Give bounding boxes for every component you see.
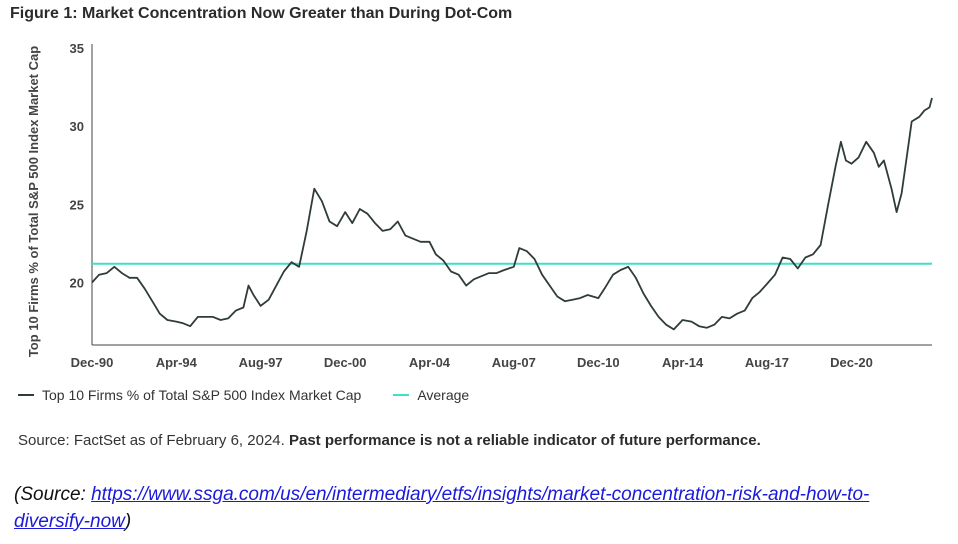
x-tick-label: Dec-90 xyxy=(71,355,114,370)
x-tick-label: Apr-14 xyxy=(662,355,704,370)
legend-item-average: Average xyxy=(393,387,469,403)
source-text: Source: FactSet as of February 6, 2024. xyxy=(18,432,285,449)
legend-swatch-series xyxy=(18,394,34,396)
y-tick-label: 20 xyxy=(70,275,84,290)
source-link[interactable]: https://www.ssga.com/us/en/intermediary/… xyxy=(14,484,870,532)
x-tick-label: Apr-94 xyxy=(156,355,198,370)
legend-label-average: Average xyxy=(417,387,470,403)
source-url-note: (Source: https://www.ssga.com/us/en/inte… xyxy=(14,481,944,535)
legend-swatch-average xyxy=(393,394,410,396)
url-suffix: ) xyxy=(124,511,132,532)
x-tick-label: Dec-00 xyxy=(324,355,367,370)
x-tick-label: Dec-20 xyxy=(830,355,873,370)
y-axis-label: Top 10 Firms % of Total S&P 500 Index Ma… xyxy=(26,46,41,357)
chart-title: Figure 1: Market Concentration Now Great… xyxy=(10,5,513,22)
line-chart: 20 25 30 35 Dec-90 Apr-94 Aug-97 Dec-00 Apr-04 Au… xyxy=(26,41,933,370)
y-tick-label: 25 xyxy=(70,197,84,212)
legend-label-series: Top 10 Firms % of Total S&P 500 Index Ma… xyxy=(42,387,362,403)
source-note: Source: FactSet as of February 6, 2024. … xyxy=(18,432,761,449)
x-tick-label: Aug-17 xyxy=(745,355,789,370)
y-tick-label: 30 xyxy=(70,119,84,134)
x-tick-label: Aug-07 xyxy=(492,355,536,370)
chart-legend: Top 10 Firms % of Total S&P 500 Index Ma… xyxy=(18,387,501,403)
y-tick-label: 35 xyxy=(70,41,84,56)
source-disclaimer: Past performance is not a reliable indic… xyxy=(288,432,761,449)
x-tick-label: Dec-10 xyxy=(577,355,620,370)
series-line-0 xyxy=(91,97,933,331)
x-tick-label: Aug-97 xyxy=(239,355,283,370)
x-tick-label: Apr-04 xyxy=(409,355,451,370)
url-prefix: (Source: xyxy=(14,484,92,505)
legend-item-series: Top 10 Firms % of Total S&P 500 Index Ma… xyxy=(18,387,361,403)
